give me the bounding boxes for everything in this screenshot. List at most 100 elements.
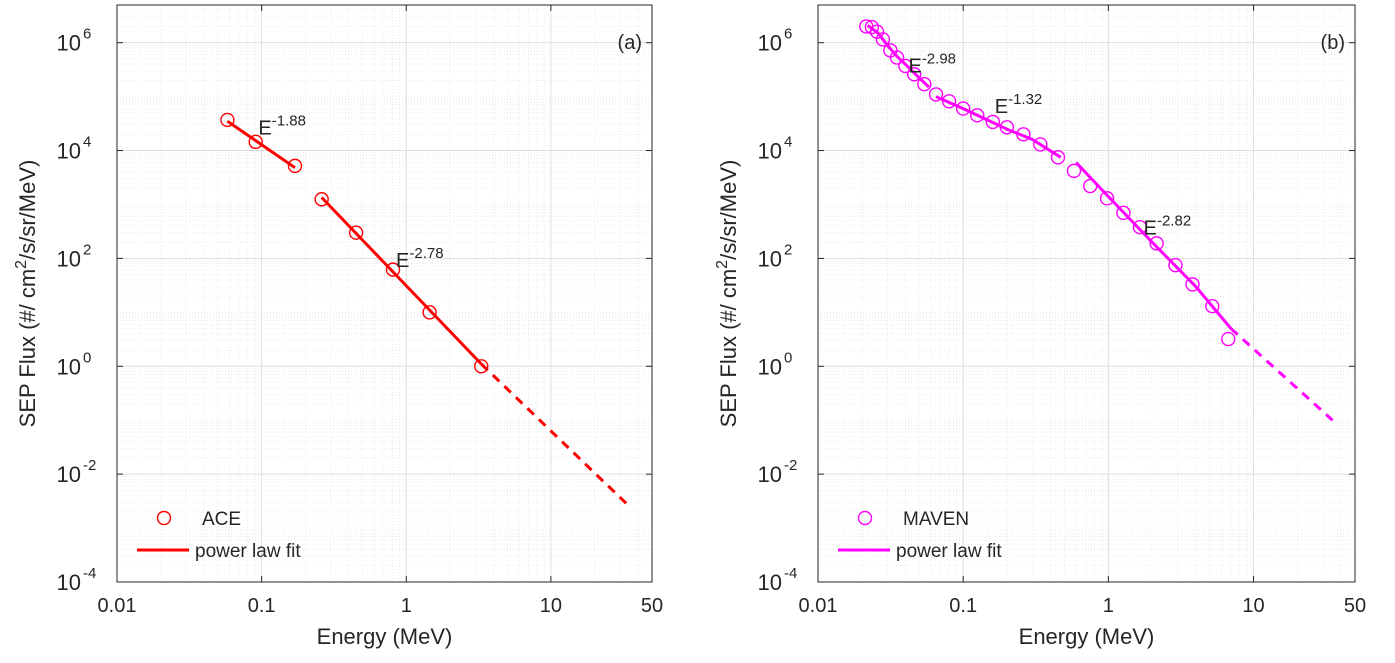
fit-exponent-label: E-1.88 (258, 112, 306, 139)
y-tick-label: 10 (57, 139, 81, 164)
x-tick-label: 10 (1242, 595, 1264, 617)
data-point (1185, 277, 1200, 292)
fit-exponent-label: E-2.78 (396, 245, 444, 272)
extrapolated-fit-line (480, 362, 631, 508)
legend-marker-circle (156, 510, 172, 526)
data-point (385, 262, 401, 277)
y-tick-label: 10 (758, 246, 782, 271)
legend-entry-label: MAVEN (903, 509, 969, 530)
legend-marker-circle (857, 510, 873, 526)
data-point (1016, 127, 1031, 142)
power-law-fit-line (1075, 161, 1233, 330)
data-point (1033, 137, 1048, 152)
data-point (1116, 205, 1131, 221)
y-tick-exponent: 0 (784, 349, 792, 366)
data-point (1168, 257, 1183, 273)
data-point (1050, 150, 1066, 165)
x-axis: 0.01 0.1 1 10 50 Energy (MeV) (799, 5, 1366, 649)
data-point (348, 225, 364, 240)
data-point (864, 19, 880, 35)
data-point (1149, 236, 1164, 251)
data-point (917, 76, 932, 92)
legend-entry-label: power law fit (195, 541, 301, 562)
y-tick-exponent: 4 (83, 134, 91, 151)
y-tick-label: 10 (57, 462, 81, 487)
y-tick-label: 10 (57, 31, 81, 56)
x-tick-label: 0.01 (799, 595, 838, 617)
power-law-fit-line (320, 196, 483, 366)
x-tick-label: 50 (1344, 595, 1366, 617)
y-tick-exponent: 4 (784, 134, 792, 151)
x-tick-label: 1 (1103, 595, 1114, 617)
data-point (1132, 219, 1148, 235)
data-point (889, 50, 905, 65)
data-point (422, 305, 437, 320)
data-point (898, 58, 913, 74)
y-tick-label: 10 (758, 570, 782, 595)
y-tick-label: 10 (57, 570, 81, 595)
x-tick-label: 0.1 (949, 595, 977, 617)
x-axis-label: Energy (MeV) (1019, 624, 1155, 649)
y-tick-label: 10 (758, 354, 782, 379)
fit-exponent-label: E-2.98 (908, 51, 956, 78)
y-tick-exponent: -2 (83, 457, 96, 474)
data-point (1083, 178, 1098, 194)
fit-exponent-label: E-2.82 (1144, 212, 1192, 239)
data-point (1066, 163, 1082, 179)
y-tick-exponent: 2 (83, 241, 91, 258)
data-point (314, 192, 329, 207)
y-tick-exponent: -2 (784, 457, 797, 474)
fit-exponent-label: E-1.32 (995, 91, 1043, 118)
panel-label: (b) (1321, 32, 1345, 54)
data-point (941, 94, 957, 109)
legend: MAVEN power law fit (838, 509, 1002, 562)
extrapolated-fit-line (1229, 327, 1334, 422)
data-point (928, 87, 944, 102)
data-point (287, 158, 303, 174)
grid (116, 4, 653, 583)
data-point (985, 114, 1001, 130)
y-tick-label: 10 (758, 31, 782, 56)
y-tick-exponent: 6 (784, 26, 792, 43)
data-point (875, 32, 891, 47)
y-tick-exponent: 0 (83, 349, 91, 366)
x-axis: 0.01 0.1 1 10 50 Energy (MeV) (98, 5, 663, 649)
data-point (970, 108, 985, 123)
data-point (248, 134, 263, 150)
data-point (1205, 299, 1220, 314)
y-tick-label: 10 (57, 246, 81, 271)
data-point (220, 112, 235, 128)
y-tick-label: 10 (758, 139, 782, 164)
x-axis-label: Energy (MeV) (317, 624, 453, 649)
x-tick-label: 0.01 (98, 595, 137, 617)
panel-label: (a) (618, 32, 642, 54)
data-point (1221, 331, 1236, 347)
chart-panel-b: E-2.98 E-1.32 E-2.82 0.01 0.1 1 10 50 Energy (Me… (714, 4, 1366, 649)
y-axis-label: SEP Flux (#/ cm2/s/sr/MeV) (13, 160, 40, 428)
y-tick-exponent: 6 (83, 26, 91, 43)
data-point (474, 359, 489, 374)
y-tick-label: 10 (758, 462, 782, 487)
y-tick-exponent: -4 (83, 565, 96, 582)
data-point (999, 120, 1015, 135)
y-tick-exponent: 2 (784, 241, 792, 258)
x-tick-label: 1 (401, 595, 412, 617)
axes-box (817, 4, 1356, 583)
data-point (955, 101, 971, 116)
legend: ACE power law fit (137, 509, 301, 562)
y-tick-label: 10 (57, 354, 81, 379)
x-tick-label: 10 (540, 595, 562, 617)
data-point (907, 67, 922, 82)
grid (817, 4, 1356, 583)
legend-entry-label: ACE (202, 509, 241, 530)
x-tick-label: 0.1 (248, 595, 276, 617)
y-axis-label: SEP Flux (#/ cm2/s/sr/MeV) (714, 160, 741, 428)
legend-entry-label: power law fit (896, 541, 1002, 562)
axes-box (116, 4, 653, 583)
data-point (1099, 191, 1115, 206)
x-tick-label: 50 (641, 595, 663, 617)
